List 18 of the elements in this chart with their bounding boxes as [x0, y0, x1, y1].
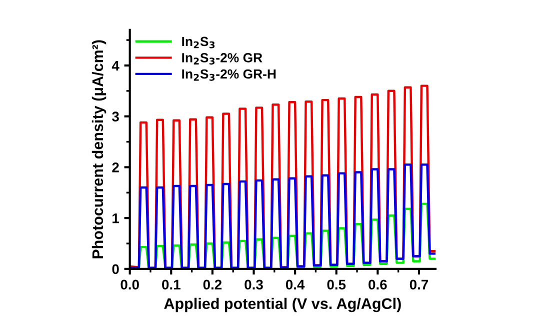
x-tick-label: 0.2 — [203, 280, 222, 290]
x-tick-label: 0.6 — [368, 280, 387, 290]
x-tick-label: 0.0 — [120, 280, 139, 290]
y-tick-label: 3 — [112, 112, 119, 122]
legend-label: In$_{2}$S$_{3}$-2% GR-H — [182, 69, 276, 81]
x-tick-label: 0.4 — [286, 280, 305, 290]
x-tick-label: 0.1 — [162, 280, 180, 290]
x-axis-title: Applied potential (V vs. Ag/AgCl) — [164, 298, 401, 312]
x-tick-label: 0.7 — [410, 280, 428, 290]
legend-label: In$_{2}$S$_{3}$ — [182, 36, 215, 48]
x-tick-label: 0.5 — [327, 280, 346, 290]
y-axis-title: Photocurrent density (μA/cm²) — [92, 40, 106, 258]
x-tick-label: 0.3 — [244, 280, 263, 290]
y-tick-label: 1 — [112, 214, 120, 224]
y-tick-label: 2 — [112, 162, 119, 172]
y-tick-label: 4 — [112, 60, 120, 71]
y-tick-label: 0 — [112, 264, 119, 274]
legend-label: In$_{2}$S$_{3}$-2% GR — [182, 53, 262, 65]
